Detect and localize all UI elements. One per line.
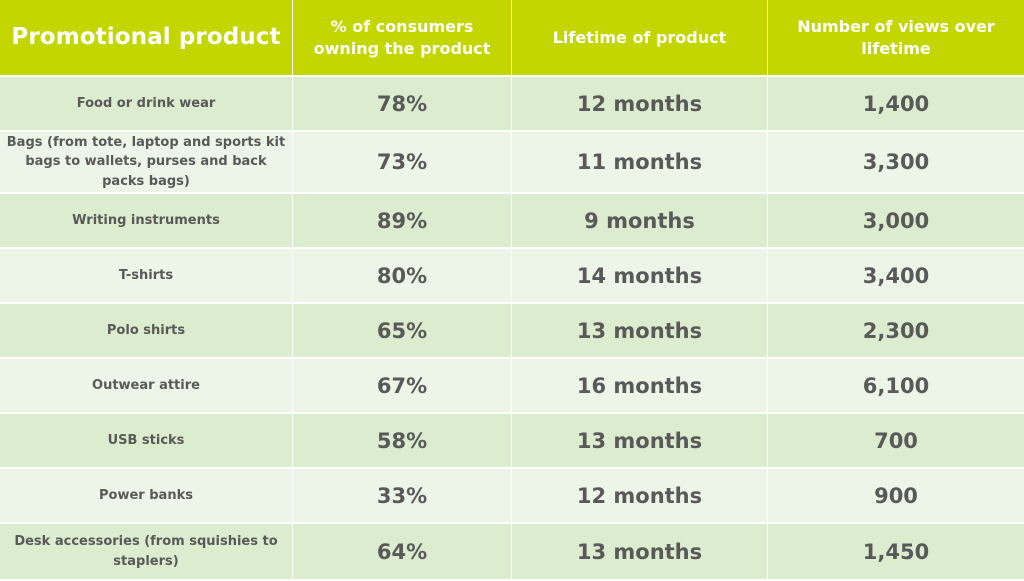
ownership-percent-cell: 78% — [293, 77, 512, 132]
lifetime-cell: 12 months — [512, 469, 768, 524]
product-name-cell: Writing instruments — [0, 194, 293, 249]
ownership-percent-cell: 65% — [293, 304, 512, 359]
views-cell: 3,400 — [768, 249, 1024, 304]
ownership-percent-cell: 73% — [293, 132, 512, 194]
views-cell: 1,450 — [768, 524, 1024, 581]
views-cell: 1,400 — [768, 77, 1024, 132]
ownership-percent-cell: 89% — [293, 194, 512, 249]
header-ownership: % of consumers owning the product — [293, 0, 512, 77]
product-name-cell: Outwear attire — [0, 359, 293, 414]
lifetime-cell: 13 months — [512, 304, 768, 359]
views-cell: 2,300 — [768, 304, 1024, 359]
ownership-percent-cell: 64% — [293, 524, 512, 581]
lifetime-cell: 13 months — [512, 414, 768, 469]
ownership-percent-cell: 58% — [293, 414, 512, 469]
lifetime-cell: 16 months — [512, 359, 768, 414]
product-name-cell: Power banks — [0, 469, 293, 524]
product-name-cell: Bags (from tote, laptop and sports kit b… — [0, 132, 293, 194]
header-views: Number of views over lifetime — [768, 0, 1024, 77]
ownership-percent-cell: 80% — [293, 249, 512, 304]
lifetime-cell: 12 months — [512, 77, 768, 132]
product-name-cell: T-shirts — [0, 249, 293, 304]
views-cell: 6,100 — [768, 359, 1024, 414]
views-cell: 700 — [768, 414, 1024, 469]
lifetime-cell: 14 months — [512, 249, 768, 304]
product-name-cell: USB sticks — [0, 414, 293, 469]
header-lifetime: Lifetime of product — [512, 0, 768, 77]
lifetime-cell: 11 months — [512, 132, 768, 194]
views-cell: 3,000 — [768, 194, 1024, 249]
product-name-cell: Food or drink wear — [0, 77, 293, 132]
lifetime-cell: 13 months — [512, 524, 768, 581]
ownership-percent-cell: 67% — [293, 359, 512, 414]
views-cell: 900 — [768, 469, 1024, 524]
ownership-percent-cell: 33% — [293, 469, 512, 524]
lifetime-cell: 9 months — [512, 194, 768, 249]
product-name-cell: Desk accessories (from squishies to stap… — [0, 524, 293, 581]
views-cell: 3,300 — [768, 132, 1024, 194]
product-name-cell: Polo shirts — [0, 304, 293, 359]
header-promotional-product: Promotional product — [0, 0, 293, 77]
